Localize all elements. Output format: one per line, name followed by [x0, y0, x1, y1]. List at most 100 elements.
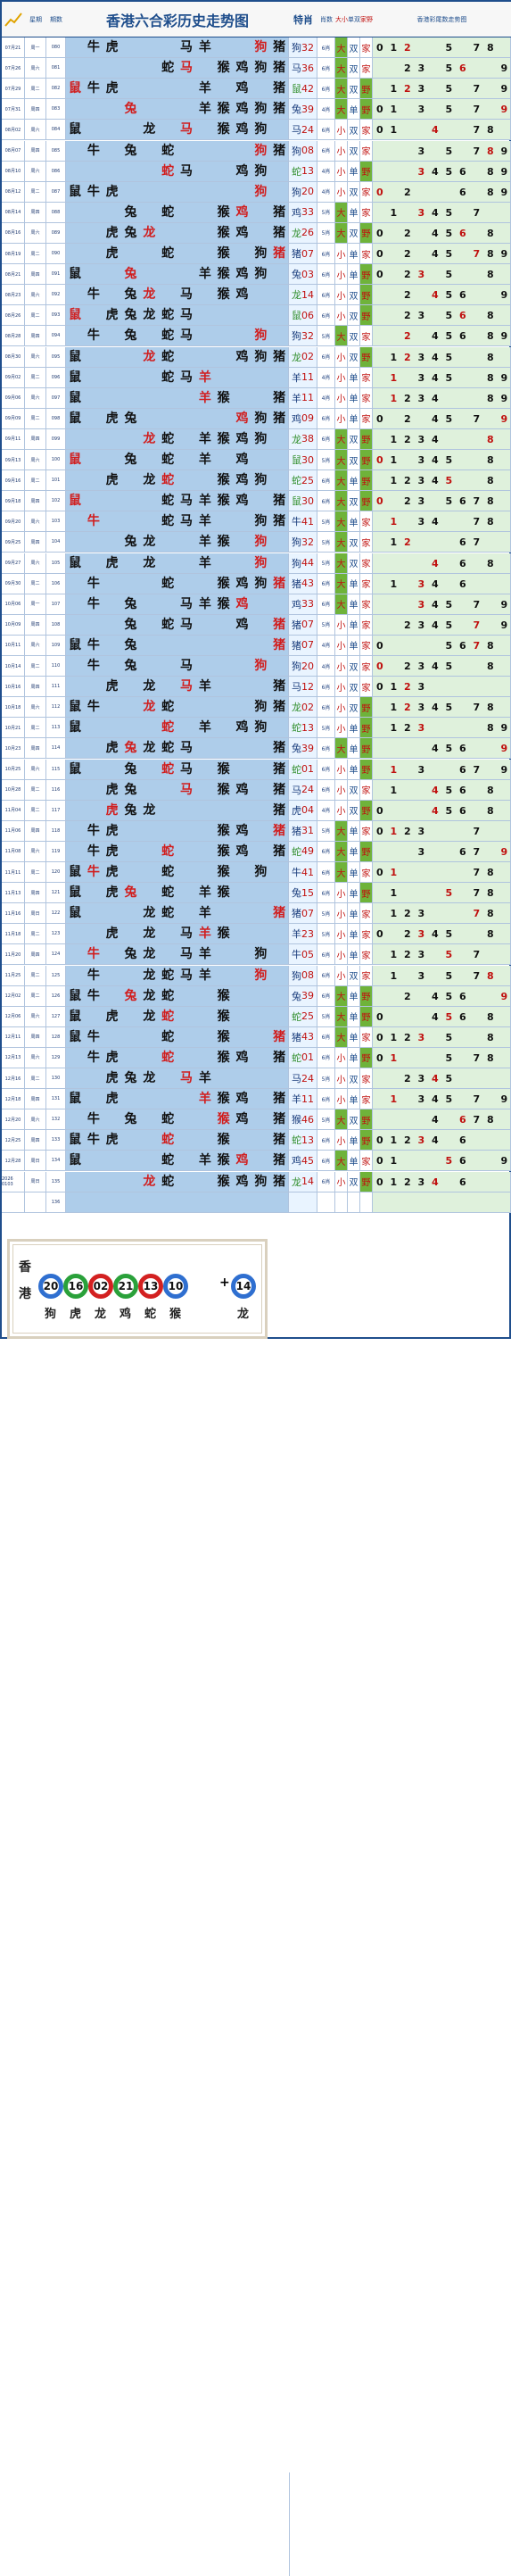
special-zodiac-name: 羊	[292, 371, 301, 384]
table-row: 08月21 周四 091 鼠兔羊猴鸡狗兔 03 6肖小单野 0 2 3 5 8	[2, 264, 511, 286]
tail-digit: 5	[445, 412, 453, 425]
tail-digit: 2	[404, 433, 411, 445]
zodiac-mark: 猪	[273, 1112, 286, 1127]
bigsmall-cell: 小	[335, 161, 348, 182]
oddeven-cell: 单	[348, 594, 360, 615]
date-cell: 11月25	[2, 965, 25, 986]
special-zodiac-cell: 蛇 25	[289, 470, 317, 492]
tail-digit: 6	[459, 289, 466, 302]
date-cell: 11月20	[2, 944, 25, 966]
special-zodiac-name: 狗	[292, 661, 301, 673]
bigsmall-cell: 小	[335, 635, 348, 656]
date-cell: 08月14	[2, 202, 25, 223]
tail-digit: 1	[390, 1093, 398, 1106]
tail-digit: 0	[376, 124, 383, 137]
date-cell: 08月23	[2, 285, 25, 306]
zodiac-mark: 蛇	[161, 700, 175, 715]
oddeven-cell: 单	[348, 1006, 360, 1027]
tail-digit: 4	[432, 1073, 439, 1084]
table-row: 11月06 周四 118 牛虎猴鸡猪猪 31 5肖大单家 0 1 2 3 7	[2, 820, 511, 842]
count-cell: 5肖	[317, 903, 335, 925]
tail-digit: 2	[404, 42, 411, 54]
zodiac-mark: 鸡	[235, 349, 249, 364]
date-cell: 12月11	[2, 1026, 25, 1048]
tail-digit: 6	[459, 557, 466, 569]
count-cell: 5肖	[317, 1068, 335, 1090]
tail-digit: 5	[445, 1051, 453, 1064]
tail-digit: 4	[432, 330, 439, 343]
zodiac-mark: 鸡	[235, 596, 249, 611]
count-cell: 4肖	[317, 367, 335, 388]
zodiac-mark: 鸡	[235, 782, 249, 797]
date-cell: 2026 0103	[2, 1171, 25, 1192]
special-zodiac-cell: 虎 04	[289, 800, 317, 821]
zodiac-mark: 兔	[124, 782, 137, 797]
tail-digit: 3	[417, 908, 425, 920]
special-number: 13	[301, 165, 314, 178]
special-zodiac-cell: 羊 23	[289, 924, 317, 945]
bigsmall-cell	[335, 1192, 348, 1213]
table-row: 09月16 周二 101 虎龙蛇猴鸡狗蛇 25 6肖大单野 1 2 3 4 5 8	[2, 470, 511, 492]
zodiac-grid: 鼠 虎兔 蛇 羊猴	[66, 883, 289, 904]
zodiac-grid: 虎兔龙蛇马 猪	[66, 738, 289, 760]
weekday-cell: 周四	[25, 264, 46, 286]
date-cell: 10月16	[2, 677, 25, 698]
oddeven-cell: 单	[348, 718, 360, 739]
zodiac-mark: 蛇	[161, 1050, 175, 1065]
special-zodiac-name: 兔	[292, 269, 301, 281]
homewild-cell: 野	[360, 800, 373, 821]
date-cell: 09月11	[2, 428, 25, 450]
zodiac-mark: 虎	[105, 865, 119, 879]
date-cell: 09月27	[2, 553, 25, 574]
special-ball: 14	[231, 1274, 256, 1299]
tail-digit: 8	[487, 969, 494, 982]
zodiac-mark: 兔	[124, 596, 137, 611]
tail-digit: 4	[432, 289, 439, 302]
oddeven-cell: 双	[348, 305, 360, 327]
special-zodiac-cell: 羊 11	[289, 387, 317, 409]
special-zodiac-cell: 鸡 09	[289, 408, 317, 429]
table-row: 12月28 周日 134 鼠蛇羊猴鸡猪鸡 45 6肖大单家 0 1 5 6 9	[2, 1151, 511, 1172]
zodiac-grid: 鼠牛虎 羊 鸡 猪	[66, 79, 289, 100]
zodiac-mark: 猪	[273, 61, 286, 76]
tail-digit: 3	[417, 1176, 425, 1188]
weekday-cell	[25, 1192, 46, 1213]
oddeven-cell: 双	[348, 1109, 360, 1131]
zodiac-mark: 牛	[87, 143, 100, 158]
weekday-cell: 周六	[25, 387, 46, 409]
table-row: 12月18 周四 131 鼠虎羊猴鸡猪羊 11 6肖小单家 1 3 4 5 7 9	[2, 1089, 511, 1110]
zodiac-mark: 猴	[217, 823, 230, 838]
zodiac-mark: 猴	[217, 576, 230, 591]
zodiac-mark: 羊	[198, 102, 211, 117]
zodiac-mark: 牛	[87, 988, 100, 1003]
tail-digit: 8	[487, 661, 494, 672]
tail-digit: 7	[473, 702, 481, 714]
zodiac-mark: 鸡	[235, 843, 249, 859]
count-cell: 6肖	[317, 346, 335, 368]
zodiac-mark: 龙	[143, 431, 156, 446]
period-cell: 087	[46, 181, 66, 203]
zodiac-mark: 蛇	[161, 1153, 175, 1168]
zodiac-mark: 猪	[273, 1029, 286, 1044]
zodiac-mark: 鸡	[235, 287, 249, 303]
tail-digit: 1	[390, 763, 398, 776]
weekday-cell: 周二	[25, 965, 46, 986]
zodiac-mark: 羊	[198, 390, 211, 405]
period-cell: 106	[46, 573, 66, 594]
zodiac-grid: 牛虎 猴鸡 猪	[66, 820, 289, 842]
bigsmall-cell: 大	[335, 58, 348, 79]
zodiac-mark: 牛	[87, 843, 100, 859]
bigsmall-cell: 大	[335, 99, 348, 120]
zodiac-mark: 羊	[198, 267, 211, 282]
special-zodiac-cell: 鼠 06	[289, 305, 317, 327]
zodiac-mark: 羊	[198, 81, 211, 96]
tail-digit: 1	[390, 681, 398, 694]
special-number: 23	[301, 927, 314, 940]
homewild-cell: 野	[360, 738, 373, 760]
count-cell: 6肖	[317, 779, 335, 801]
tail-digit: 3	[417, 104, 425, 116]
oddeven-cell: 双	[348, 553, 360, 574]
